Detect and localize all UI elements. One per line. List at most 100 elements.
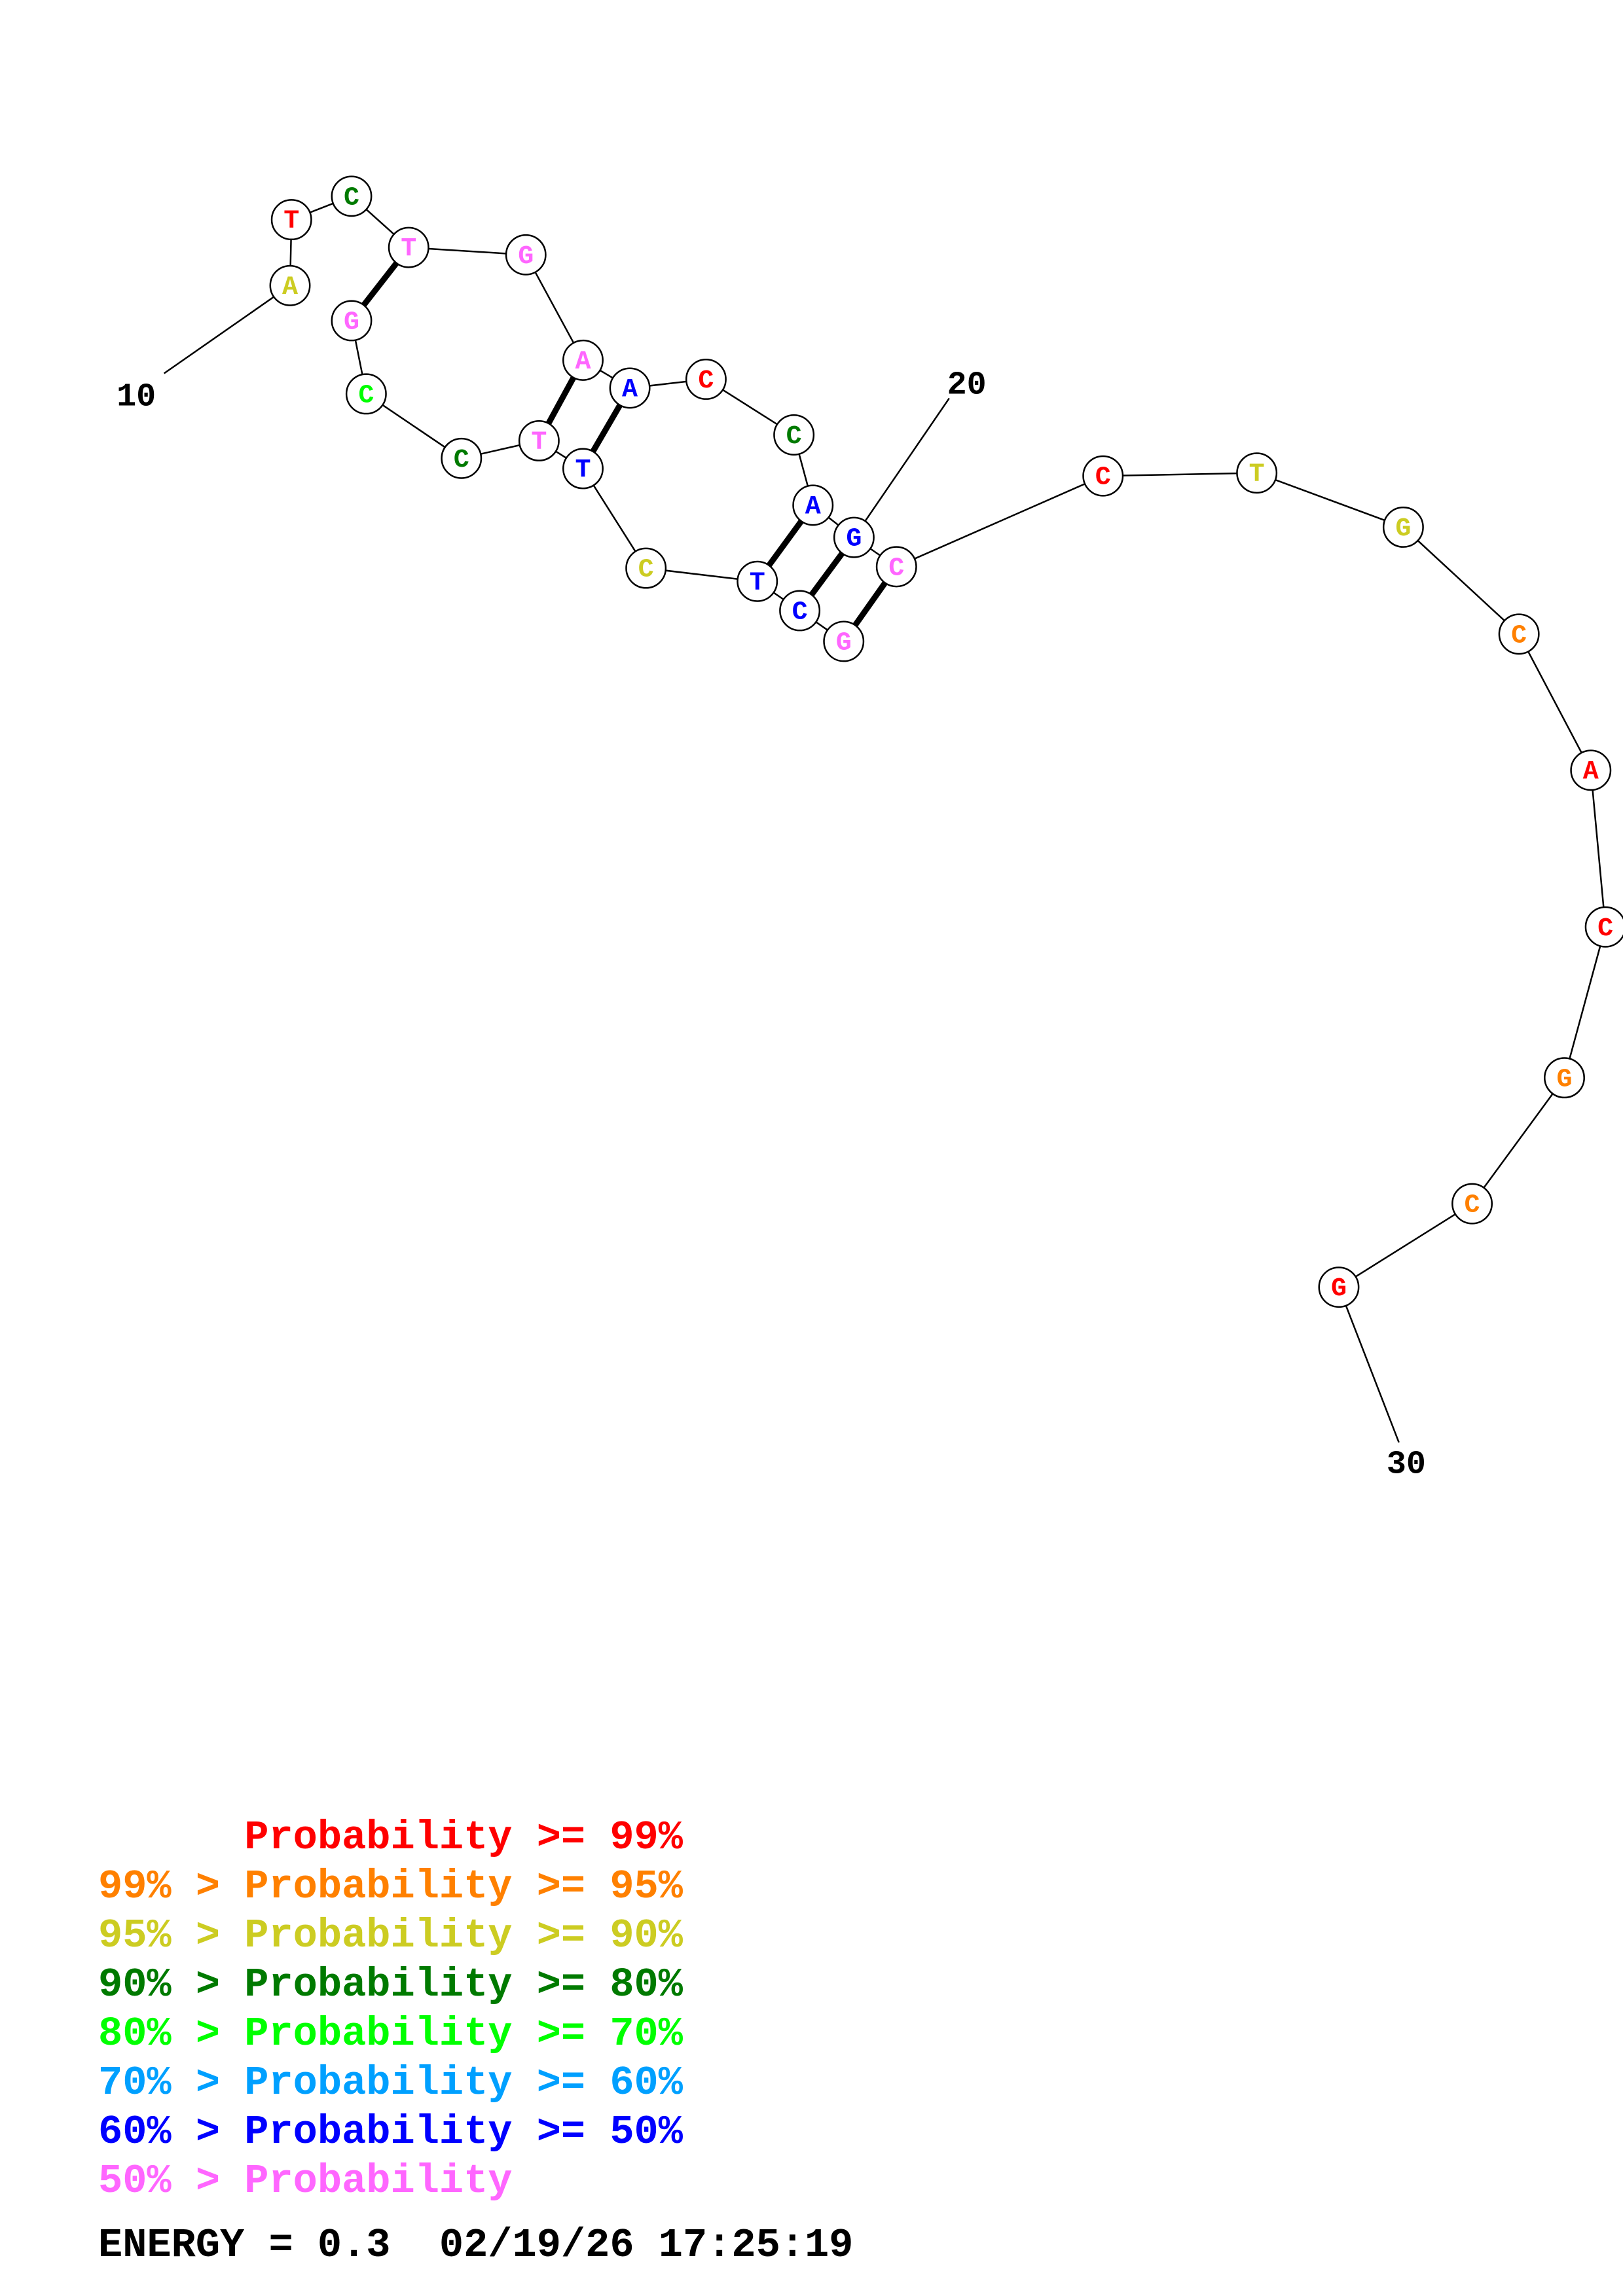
legend-prefix: 90% > [98,1962,245,2008]
nucleotide: G [823,620,865,662]
legend-prefix: 95% > [98,1912,245,1959]
nucleotide-letter: C [638,556,654,585]
index-label: 10 [117,379,156,416]
legend-prefix: 80% > [98,2011,245,2057]
nucleotide-letter: C [792,598,808,628]
nucleotide-letter: G [836,629,852,658]
nucleotide-circle [1451,1183,1493,1225]
backbone-segment [1590,770,1607,927]
nucleotide: T [1236,452,1278,494]
nucleotide-letter: C [1597,914,1613,944]
nucleotide-letter: G [344,308,359,338]
nucleotide: G [505,234,547,276]
nucleotide: G [833,516,875,558]
nucleotide-circle [331,300,373,342]
legend-prefix: 50% > [98,2158,245,2204]
legend-row: 80% > Probability >= 70% [98,2009,683,2058]
nucleotide-circle [562,339,604,381]
nucleotide-letter: G [518,242,534,272]
nucleotide: C [875,546,917,588]
nucleotide-circle [1544,1057,1585,1099]
backbone-segment [896,475,1104,568]
legend-text: Probability >= 50% [244,2109,683,2155]
nucleotide: A [1570,749,1612,791]
nucleotide: A [609,367,651,409]
nucleotide-circle [1318,1266,1360,1308]
energy-label: ENERGY = 0.3 02/19/26 17:25:19 [98,2222,854,2269]
legend-row: 90% > Probability >= 80% [98,1960,683,2009]
legend-prefix: 60% > [98,2109,245,2155]
nucleotide: C [345,373,387,415]
index-label: 20 [947,367,987,404]
nucleotide-letter: G [1556,1065,1572,1094]
legend-prefix [98,1814,244,1861]
legend-prefix: 70% > [98,2060,245,2106]
nucleotide-circle [518,420,560,461]
nucleotide-circle [1584,906,1623,948]
nucleotide-letter: T [750,569,765,598]
nucleotide-circle [875,546,917,588]
nucleotide-letter: T [401,235,416,264]
nucleotide-letter: A [282,273,298,302]
nucleotide: T [737,560,778,602]
backbone-segment [1471,1077,1565,1204]
backbone-segment [1563,926,1607,1079]
legend-row: 95% > Probability >= 90% [98,1911,683,1960]
nucleotide-circle [823,620,865,662]
nucleotide-letter: C [786,422,802,452]
nucleotide-circle [1570,749,1612,791]
nucleotide-circle [331,175,373,217]
nucleotide-letter: C [454,446,469,475]
nucleotide: G [1318,1266,1360,1308]
base-pair-lines [349,245,899,643]
nucleotide-circle [609,367,651,409]
legend-text: Probability >= 90% [244,1912,683,1959]
legend-row: 50% > Probability [98,2157,683,2206]
legend-row: 99% > Probability >= 95% [98,1862,683,1911]
nucleotide-letter: C [344,183,359,213]
nucleotide-circle [1498,613,1540,655]
nucleotide-letter: C [1095,463,1111,493]
nucleotide-letter: C [1511,621,1527,651]
nucleotide: G [1544,1057,1585,1099]
probability-legend: Probability >= 99% 99% > Probability >= 9… [98,1813,683,2206]
legend-text: Probability >= 99% [244,1814,683,1861]
nucleotide-letter: C [1465,1191,1480,1221]
nucleotide: C [1498,613,1540,655]
nucleotide-circle [388,226,429,268]
nucleotide: G [331,300,373,342]
nucleotide-letter: A [805,492,821,522]
nucleotide: A [792,484,834,526]
nucleotide-circle [1382,506,1424,548]
index-label: 30 [1387,1446,1426,1484]
nucleotide: A [562,339,604,381]
nucleotide: T [518,420,560,461]
nucleotide: T [562,448,604,490]
nucleotide-circle [685,359,727,400]
nucleotide-letter: T [283,207,299,236]
nucleotide-circle [737,560,778,602]
nucleotide: C [1451,1183,1493,1225]
backbone-segment [1103,472,1257,477]
nucleotide-letter: G [1331,1274,1347,1304]
nucleotide-circle [773,414,815,456]
nucleotide-circle [345,373,387,415]
legend-text: Probability >= 80% [244,1962,683,2008]
nucleotide-circle [505,234,547,276]
nucleotide-letter: T [575,456,591,486]
index-tick-line [853,397,950,538]
nucleotide: A [269,264,311,306]
nucleotide-circle [269,264,311,306]
nucleotide-circle [792,484,834,526]
nucleotide-letter: C [888,554,904,583]
nucleotide-circle [833,516,875,558]
nucleotide-letter: G [846,525,862,554]
backbone-segment [1338,1203,1473,1288]
legend-row: 60% > Probability >= 50% [98,2108,683,2157]
legend-row: 70% > Probability >= 60% [98,2058,683,2108]
nucleotide-letter: C [698,367,714,396]
nucleotide: C [1082,455,1124,497]
index-tick-line [163,285,291,374]
nucleotide: C [1584,906,1623,948]
